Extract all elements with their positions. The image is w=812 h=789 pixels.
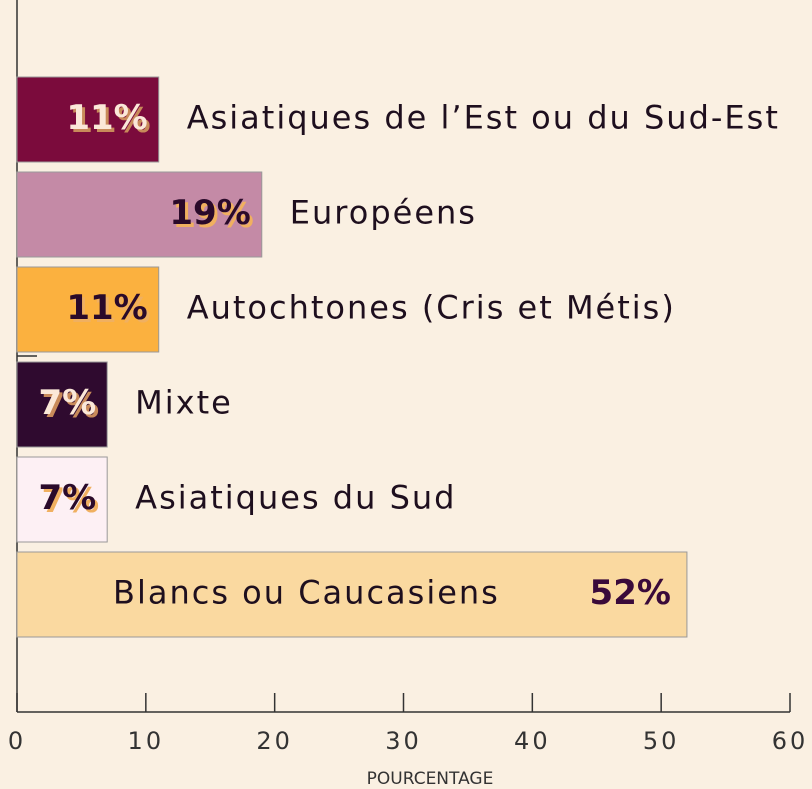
bar — [16, 456, 108, 543]
category-label: Asiatiques du Sud — [135, 479, 456, 517]
x-tick-label: 40 — [514, 727, 551, 755]
category-label: Européens — [290, 194, 477, 232]
bar — [16, 266, 160, 353]
value-label-shadow: 7% — [41, 481, 99, 521]
bar — [16, 361, 108, 448]
value-label: 11% — [66, 98, 147, 138]
category-label: Asiatiques de l’Est ou du Sud-Est — [187, 99, 780, 137]
value-label-shadow: 19% — [172, 196, 253, 236]
value-label: 52% — [590, 573, 671, 613]
value-label: 7% — [38, 478, 96, 518]
value-label: 19% — [169, 193, 250, 233]
x-tick-label: 0 — [8, 727, 26, 755]
category-label: Autochtones (Cris et Métis) — [187, 289, 676, 327]
x-tick-label: 60 — [772, 727, 809, 755]
value-label: 7% — [38, 383, 96, 423]
value-label-shadow: 7% — [41, 386, 99, 426]
bar — [16, 76, 160, 163]
category-label: Mixte — [135, 384, 233, 422]
value-label-shadow: 11% — [69, 291, 150, 331]
value-label: 11% — [66, 288, 147, 328]
x-tick-label: 20 — [256, 727, 293, 755]
x-tick-label: 10 — [128, 727, 165, 755]
bar — [16, 171, 263, 258]
x-axis-label: POURCENTAGE — [367, 769, 494, 789]
value-label-shadow: 11% — [69, 101, 150, 141]
x-tick-label: 50 — [643, 727, 680, 755]
x-tick-label: 30 — [385, 727, 422, 755]
bar — [16, 551, 688, 638]
category-label: Blancs ou Caucasiens — [113, 574, 500, 612]
